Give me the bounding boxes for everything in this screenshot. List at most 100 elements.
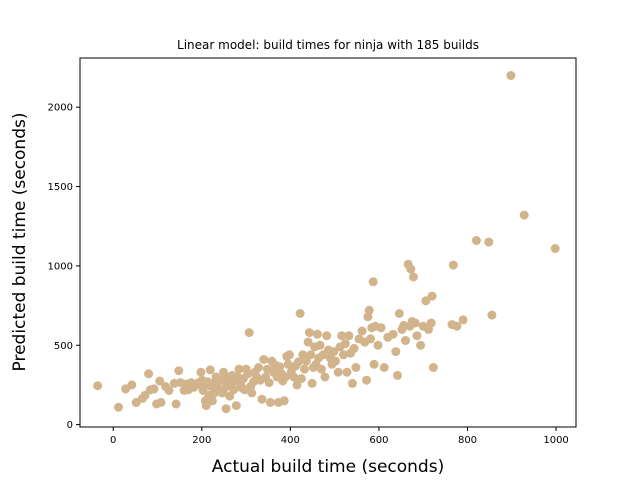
data-point-155 [406, 264, 416, 274]
data-point-12 [156, 397, 166, 407]
data-point-36 [207, 396, 217, 406]
data-point-159 [412, 331, 422, 341]
data-point-72 [259, 355, 269, 364]
y-tick-label-1500: 1500 [48, 182, 73, 193]
data-point-129 [349, 343, 359, 353]
data-point-0 [93, 381, 103, 391]
data-point-168 [448, 260, 458, 270]
x-tick-label-0: 0 [110, 435, 116, 446]
data-point-149 [394, 309, 404, 318]
data-point-132 [357, 326, 367, 336]
data-point-85 [279, 396, 289, 406]
data-point-54 [231, 401, 241, 411]
data-point-171 [471, 236, 481, 245]
data-point-95 [293, 357, 303, 367]
data-point-147 [391, 347, 401, 357]
data-point-97 [296, 374, 306, 384]
data-point-102 [304, 328, 314, 338]
data-point-16 [171, 399, 181, 409]
data-point-119 [331, 356, 340, 366]
x-tick-label-1000: 1000 [543, 435, 568, 446]
x-tick-label-800: 800 [458, 435, 477, 446]
data-point-82 [275, 362, 285, 372]
data-point-94 [292, 380, 302, 390]
y-tick-label-500: 500 [54, 341, 73, 352]
data-point-75 [264, 378, 274, 388]
data-point-92 [289, 372, 299, 382]
data-point-173 [487, 310, 497, 320]
data-point-56 [234, 364, 244, 374]
data-point-164 [426, 318, 436, 328]
data-point-170 [458, 315, 468, 325]
data-point-125 [342, 367, 352, 377]
data-point-108 [312, 329, 322, 339]
x-tick-label-400: 400 [281, 435, 300, 446]
data-point-26 [196, 367, 206, 377]
x-tick-label-600: 600 [369, 435, 388, 446]
data-point-11 [155, 376, 165, 386]
data-point-158 [410, 318, 420, 328]
data-point-126 [344, 331, 354, 341]
data-point-103 [306, 350, 316, 360]
data-point-146 [388, 329, 398, 339]
data-point-89 [285, 350, 294, 360]
data-point-118 [329, 347, 339, 357]
data-point-157 [409, 272, 418, 282]
y-axis: 0 500 1000 1500 2000 [48, 103, 80, 431]
data-point-140 [369, 359, 379, 369]
data-point-166 [428, 363, 438, 372]
x-tick-label-200: 200 [192, 435, 211, 446]
data-point-122 [337, 331, 347, 341]
data-point-96 [295, 309, 305, 318]
data-point-3 [127, 380, 137, 390]
data-point-148 [393, 370, 402, 380]
data-point-162 [421, 296, 431, 306]
data-point-143 [376, 323, 386, 333]
y-tick-label-0: 0 [67, 420, 73, 431]
data-point-111 [316, 364, 326, 374]
data-point-139 [368, 277, 378, 287]
data-point-144 [379, 363, 389, 372]
data-point-120 [333, 367, 343, 377]
data-point-174 [506, 71, 516, 80]
data-point-169 [452, 321, 462, 331]
data-point-123 [339, 350, 348, 360]
data-point-76 [265, 397, 275, 407]
data-point-46 [221, 404, 231, 414]
data-point-69 [254, 363, 263, 372]
data-point-63 [244, 328, 254, 338]
data-point-65 [247, 388, 257, 398]
y-tick-label-1000: 1000 [48, 261, 73, 272]
plot-frame [79, 57, 577, 428]
data-point-99 [300, 364, 309, 374]
data-point-152 [401, 336, 410, 345]
plot-area [80, 58, 576, 427]
data-point-49 [225, 391, 235, 401]
data-point-71 [257, 394, 267, 404]
data-point-176 [550, 244, 560, 253]
data-point-172 [484, 237, 494, 247]
data-point-137 [366, 334, 375, 344]
data-point-34 [205, 365, 215, 375]
data-point-175 [519, 210, 529, 220]
data-point-134 [362, 375, 371, 385]
data-point-1 [114, 402, 123, 412]
data-point-62 [243, 369, 253, 379]
data-point-165 [427, 291, 437, 301]
data-point-128 [347, 378, 357, 388]
data-point-7 [144, 369, 154, 379]
data-points [93, 71, 560, 414]
data-point-17 [174, 366, 184, 376]
data-point-6 [140, 390, 150, 400]
x-axis-label: Actual build time (seconds) [212, 457, 444, 477]
data-point-101 [303, 337, 313, 347]
data-point-31 [201, 401, 211, 411]
y-axis-label: Predicted build time (seconds) [10, 113, 30, 372]
data-point-160 [416, 340, 426, 350]
data-point-130 [351, 363, 361, 372]
data-point-124 [340, 339, 350, 349]
data-point-110 [315, 340, 325, 350]
data-point-142 [373, 340, 383, 350]
data-point-136 [364, 305, 374, 315]
